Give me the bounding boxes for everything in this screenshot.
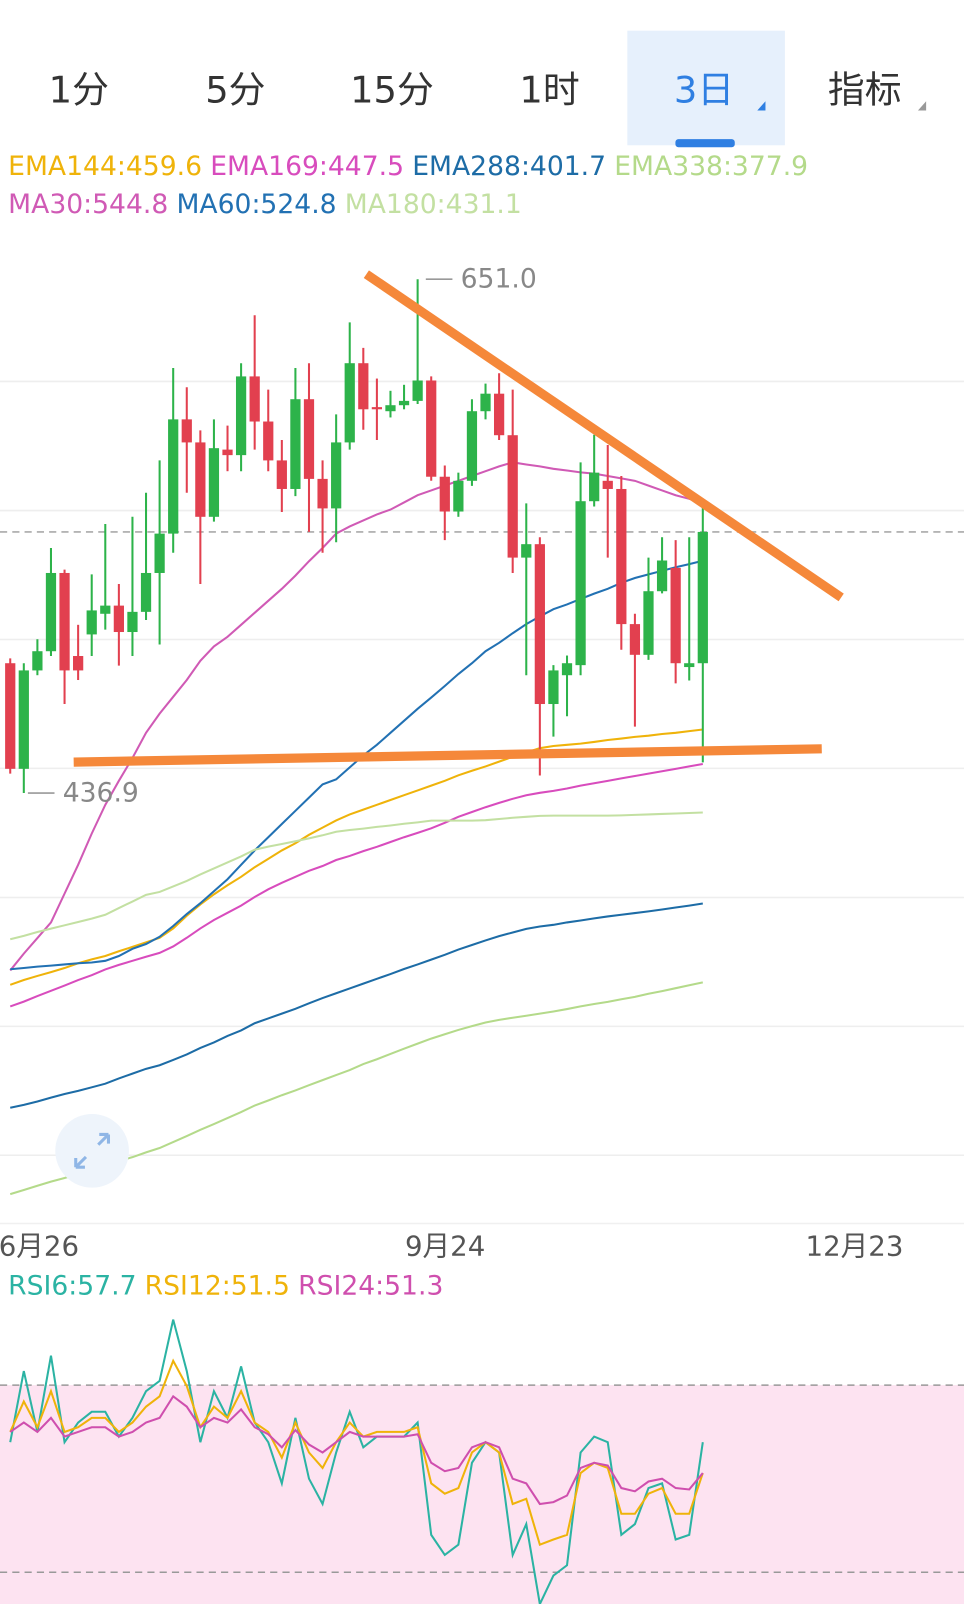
candle-body: [303, 399, 315, 479]
candle-body: [589, 472, 600, 502]
candle-body: [358, 363, 369, 410]
candle-body: [18, 670, 29, 769]
candle-body: [656, 560, 668, 592]
candle-body: [426, 380, 437, 477]
candle-body: [249, 376, 260, 422]
candle-body: [629, 624, 641, 655]
candle-body: [276, 460, 287, 489]
rsi-legend-entry: RSI12:51.5: [145, 1270, 290, 1301]
x-tick-label: 12月23: [806, 1229, 904, 1262]
expand-bg: [55, 1114, 129, 1188]
candle-body: [548, 670, 559, 705]
candle-body: [59, 572, 70, 671]
candle-body: [222, 449, 233, 456]
trend-line-lower: [73, 744, 822, 767]
candle-body: [398, 400, 410, 406]
dropdown-triangle: [757, 101, 766, 111]
tab[interactable]: 15分: [350, 69, 434, 112]
indicator-line: [9, 811, 703, 941]
legend-entry: MA60:524.8: [176, 189, 336, 220]
candle-body: [371, 407, 383, 410]
expand-button[interactable]: [55, 1114, 129, 1188]
candle-body: [86, 610, 97, 635]
candle-body: [412, 380, 423, 401]
candle-body: [263, 421, 274, 461]
candle-body: [453, 480, 464, 512]
candle-body: [616, 488, 627, 625]
candle-body: [439, 476, 450, 512]
candle-body: [5, 663, 16, 769]
candle-body: [561, 663, 573, 676]
candle-body: [697, 531, 708, 664]
rsi-legend-entry: RSI24:51.3: [298, 1270, 443, 1301]
indicator-line: [9, 461, 704, 972]
candle-body: [602, 480, 613, 489]
rsi-legend-entry: RSI6:57.7: [8, 1270, 136, 1301]
candles: [5, 279, 708, 794]
rsi-band: [0, 1385, 964, 1604]
candle-body: [385, 405, 396, 412]
candle-body: [45, 572, 57, 652]
rsi-line: [9, 1358, 704, 1547]
tab-underline: [675, 139, 735, 148]
candle-body: [684, 663, 695, 668]
legend-entry: EMA169:447.5: [210, 151, 404, 182]
candle-body: [344, 363, 355, 443]
legend-entry: MA180:431.1: [345, 189, 522, 220]
tab[interactable]: 3日: [674, 69, 734, 112]
candle-body: [32, 651, 43, 671]
expand-icon: [74, 1132, 111, 1169]
candle-body: [480, 393, 491, 412]
candle-body: [140, 572, 152, 612]
candle-body: [331, 442, 342, 509]
tab[interactable]: 指标: [828, 69, 902, 112]
candle-body: [521, 544, 532, 558]
candle-body: [73, 656, 84, 671]
tab[interactable]: 5分: [205, 69, 265, 112]
candle-body: [100, 605, 111, 614]
candle-body: [670, 567, 681, 664]
legend-entry: EMA288:401.7: [412, 151, 606, 182]
indicator-line: [9, 763, 703, 1008]
candle-body: [466, 411, 478, 481]
candle-body: [235, 376, 247, 456]
extreme-marker-label: 651.0: [461, 264, 537, 295]
candle-body: [493, 393, 505, 436]
labels: 651.0 436.9 EMA144:459.6 EMA169:447.5 EMA288…: [0, 151, 903, 1262]
trend-line-upper: [363, 270, 844, 602]
tab-bar: 1分 5分 15分 1时 3日 指标: [49, 30, 927, 148]
candle-body: [127, 611, 138, 633]
legend-entry: MA30:544.8: [8, 189, 168, 220]
tab-selected-bg: [627, 30, 785, 146]
trend-lines: [73, 270, 844, 767]
x-tick-label: 6月26: [0, 1229, 79, 1262]
candle-body: [575, 501, 586, 666]
indicator-line: [10, 902, 703, 1109]
rsi-line: [9, 1394, 704, 1506]
candle-body: [643, 591, 654, 655]
candle-body: [113, 605, 124, 633]
candle-body: [181, 419, 192, 443]
candle-body: [534, 544, 545, 705]
extreme-marker-label: 436.9: [63, 778, 139, 809]
indicator-lines: [9, 461, 704, 1196]
candle-body: [195, 442, 206, 517]
x-tick-label: 9月24: [405, 1229, 485, 1262]
candle-body: [507, 435, 518, 558]
indicator-line: [9, 728, 703, 986]
candle-body: [290, 399, 301, 489]
rsi-panel: RSI6:57.7 RSI12:51.5 RSI24:51.3: [0, 1270, 964, 1604]
legend-entry: EMA144:459.6: [8, 151, 202, 182]
tab[interactable]: 1分: [49, 69, 109, 112]
tab[interactable]: 1时: [519, 69, 579, 112]
candle-body: [208, 448, 220, 517]
candle-body: [168, 419, 179, 534]
legend-entry: EMA338:377.9: [614, 151, 808, 182]
candle-body: [317, 478, 328, 509]
dropdown-triangle: [917, 101, 927, 111]
candle-body: [154, 533, 165, 573]
